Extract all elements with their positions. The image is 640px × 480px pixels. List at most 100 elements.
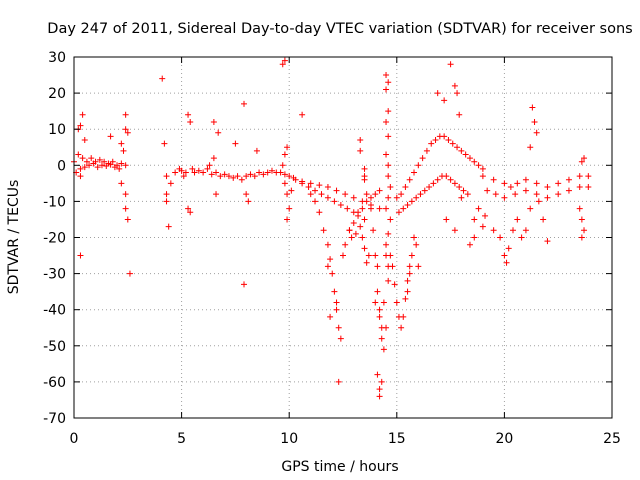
data-point: [316, 182, 323, 189]
data-point: [432, 137, 439, 144]
y-axis-label: SDTVAR / TECUs: [6, 180, 22, 295]
data-point: [385, 133, 392, 140]
data-point: [324, 194, 331, 201]
data-point: [402, 295, 409, 302]
data-point: [451, 82, 458, 89]
data-point: [454, 90, 461, 97]
data-point: [122, 126, 129, 133]
data-point: [540, 216, 547, 223]
data-point: [361, 173, 368, 180]
data-point: [471, 216, 478, 223]
y-tick-label: 30: [48, 50, 66, 66]
data-point: [185, 111, 192, 118]
data-point: [335, 378, 342, 385]
data-point: [372, 191, 379, 198]
data-point: [333, 187, 340, 194]
data-point: [415, 162, 422, 169]
y-tick-label: -30: [43, 267, 66, 283]
data-point: [393, 194, 400, 201]
data-point: [230, 174, 237, 181]
data-point: [116, 165, 123, 172]
data-point: [312, 187, 319, 194]
data-point: [449, 140, 456, 147]
data-point: [200, 169, 207, 176]
data-point: [505, 245, 512, 252]
data-point: [527, 205, 534, 212]
y-tick-label: 10: [48, 122, 66, 138]
data-point: [376, 386, 383, 393]
data-point: [578, 158, 585, 165]
data-point: [479, 223, 486, 230]
data-point: [247, 171, 254, 178]
data-point: [288, 187, 295, 194]
data-point: [383, 72, 390, 79]
data-point: [475, 205, 482, 212]
data-point: [365, 252, 372, 259]
data-point: [122, 191, 129, 198]
data-point: [213, 169, 220, 176]
data-point: [126, 270, 133, 277]
data-point: [518, 234, 525, 241]
data-point: [122, 162, 129, 169]
data-point: [512, 191, 519, 198]
data-point: [305, 183, 312, 190]
data-point: [372, 299, 379, 306]
data-point: [456, 111, 463, 118]
data-point: [307, 180, 314, 187]
data-point: [208, 171, 215, 178]
data-point: [118, 160, 125, 167]
data-point: [376, 393, 383, 400]
data-point: [385, 173, 392, 180]
data-point: [391, 281, 398, 288]
data-point: [383, 151, 390, 158]
data-point: [533, 129, 540, 136]
data-point: [372, 252, 379, 259]
data-point: [387, 216, 394, 223]
data-point: [479, 173, 486, 180]
data-point: [383, 241, 390, 248]
data-point: [318, 191, 325, 198]
data-point: [479, 165, 486, 172]
data-point: [544, 183, 551, 190]
data-point: [426, 183, 433, 190]
data-point: [395, 209, 402, 216]
data-point: [447, 176, 454, 183]
data-point: [96, 156, 103, 163]
data-point: [503, 259, 510, 266]
data-point: [565, 176, 572, 183]
data-point: [340, 252, 346, 259]
data-point: [531, 118, 538, 125]
data-point: [460, 187, 467, 194]
data-point: [367, 194, 374, 201]
data-point: [522, 227, 529, 234]
data-point: [245, 198, 252, 205]
data-point: [378, 378, 385, 385]
x-tick-label: 25: [603, 431, 621, 447]
data-point: [497, 234, 504, 241]
data-point: [585, 173, 592, 180]
data-point: [243, 191, 250, 198]
data-point: [363, 198, 370, 205]
data-point: [544, 194, 551, 201]
data-point: [533, 180, 540, 187]
data-point: [378, 335, 385, 342]
data-point: [490, 176, 497, 183]
y-tick-label: -20: [43, 231, 66, 247]
data-point: [124, 216, 131, 223]
data-point: [376, 313, 383, 320]
data-point: [492, 191, 499, 198]
y-tick-label: -50: [43, 339, 66, 355]
data-point: [210, 155, 217, 162]
data-points: [71, 57, 592, 400]
data-point: [400, 313, 407, 320]
data-point: [324, 241, 331, 248]
data-point: [374, 263, 381, 270]
data-point: [284, 191, 291, 198]
data-point: [206, 162, 213, 169]
data-point: [350, 220, 357, 227]
data-point: [501, 194, 508, 201]
data-point: [191, 169, 198, 176]
data-point: [165, 223, 172, 230]
data-point: [163, 198, 170, 205]
axis-ticks: [73, 56, 613, 419]
